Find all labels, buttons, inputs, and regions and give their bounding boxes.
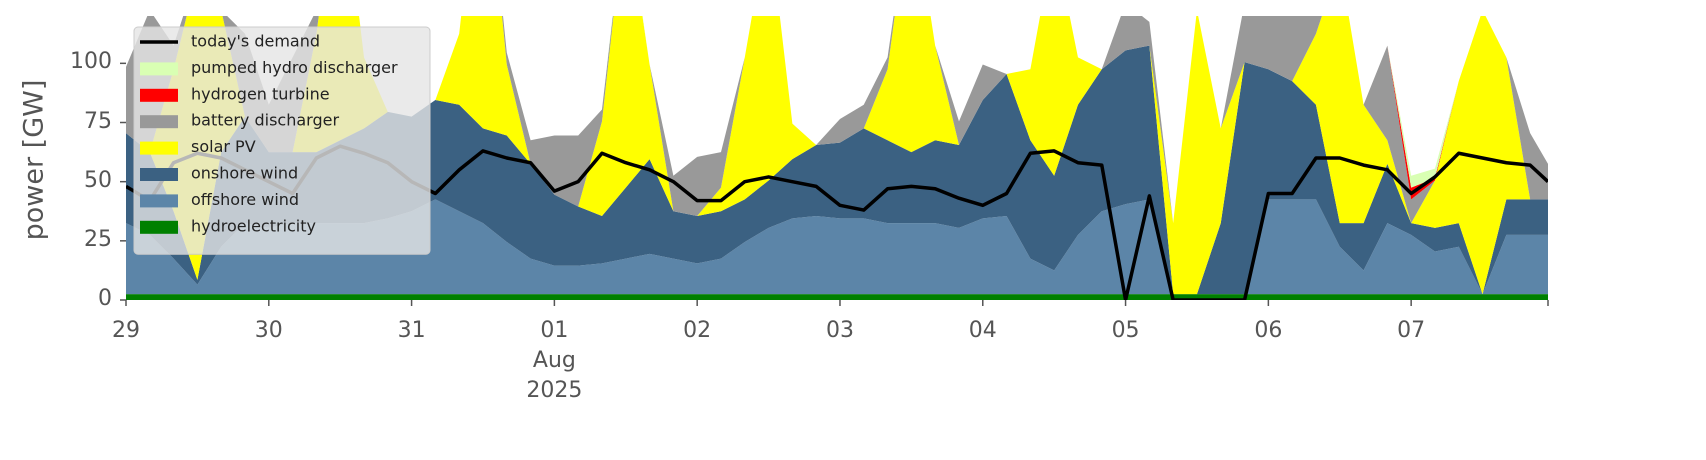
y-tick-label: 100 xyxy=(70,49,112,75)
legend-box xyxy=(133,26,431,255)
legend: today's demand pumped hydro discharger hyd… xyxy=(133,26,431,255)
legend-label: today's demand xyxy=(191,32,320,51)
legend-label: hydrogen turbine xyxy=(191,84,330,103)
legend-swatch xyxy=(140,141,178,155)
y-tick-label: 50 xyxy=(84,167,112,193)
area xyxy=(126,294,1548,300)
area xyxy=(126,16,1548,295)
legend-swatch xyxy=(140,220,178,234)
x-tick-label: 31 xyxy=(397,318,426,343)
legend-swatch xyxy=(140,88,178,102)
legend-label: offshore wind xyxy=(191,190,299,209)
x-tick-label: 05 xyxy=(1111,318,1140,343)
legend-label: solar PV xyxy=(191,137,256,156)
y-tick-label: 25 xyxy=(84,226,112,252)
x-tick-label: 04 xyxy=(968,318,997,343)
x-tick-label: 06 xyxy=(1254,318,1283,343)
x-tick-label: 30 xyxy=(254,318,283,343)
x-tick-label: 07 xyxy=(1397,318,1426,343)
area xyxy=(126,16,1548,224)
legend-label: hydroelectricity xyxy=(191,216,316,235)
x-tick-label: 03 xyxy=(825,318,854,343)
x-tick-label: 02 xyxy=(683,318,712,343)
legend-swatch xyxy=(140,168,178,181)
x-tick-label: 01 Aug 2025 xyxy=(526,318,583,403)
y-axis-label: power [GW] xyxy=(18,79,50,241)
y-tick-label: 0 xyxy=(98,286,112,311)
x-tick-label: 29 xyxy=(112,318,140,343)
legend-swatch xyxy=(140,115,178,129)
plot-area xyxy=(126,16,1548,300)
legend-label: onshore wind xyxy=(191,164,298,183)
area xyxy=(126,199,1548,295)
y-tick-label: 75 xyxy=(84,108,112,134)
area xyxy=(126,45,1548,295)
legend-swatch xyxy=(140,62,178,76)
legend-label: pumped hydro discharger xyxy=(191,58,398,77)
legend-label: battery discharger xyxy=(191,111,339,130)
legend-swatch xyxy=(140,194,178,208)
